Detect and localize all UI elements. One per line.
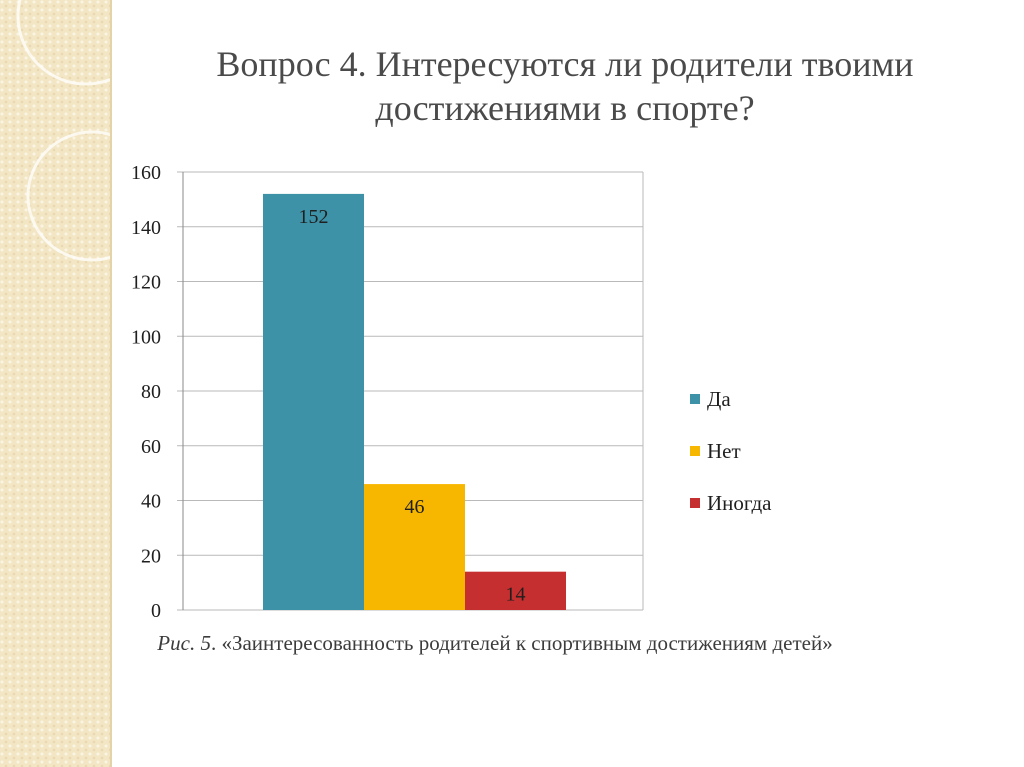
legend-swatch-2: [690, 446, 700, 456]
legend-label: Да: [707, 387, 731, 411]
sidebar-divider: [110, 0, 112, 767]
y-tick-label: 20: [141, 545, 161, 567]
legend-label: Нет: [707, 439, 741, 463]
decorative-rings: [16, 0, 110, 262]
legend-swatch-3: [690, 498, 700, 508]
y-tick-label: 80: [141, 381, 161, 403]
legend-swatch-1: [690, 394, 700, 404]
y-tick-label: 120: [131, 272, 161, 294]
decorative-sidebar: [0, 0, 110, 767]
bar-3: [465, 571, 566, 610]
legend-label: Иногда: [707, 491, 772, 515]
y-tick-label: 100: [131, 326, 161, 348]
data-label: 46: [405, 496, 425, 518]
y-tick-label: 0: [151, 600, 161, 622]
legend: Да Нет Иногда: [690, 387, 772, 515]
y-tick-label: 60: [141, 436, 161, 458]
caption-text: . «Заинтересованность родителей к спорти…: [210, 631, 833, 655]
y-tick-label: 160: [131, 162, 161, 184]
bars: [263, 193, 566, 610]
y-tick-label: 140: [131, 217, 161, 239]
y-tick-label: 40: [141, 491, 161, 513]
data-label: 152: [299, 206, 329, 228]
bar-1: [263, 193, 364, 610]
bar-2: [364, 484, 465, 610]
data-labels: 152 46 14: [299, 206, 526, 606]
figure-caption: Рис. 5. «Заинтересованность родителей к …: [150, 630, 840, 657]
data-label: 14: [506, 584, 526, 606]
slide-title: Вопрос 4. Интересуются ли родители твоим…: [216, 44, 914, 128]
caption-figure-number: Рис. 5: [157, 631, 211, 655]
y-axis: 0 20 40 60 80 100 120 140 160: [131, 162, 644, 622]
